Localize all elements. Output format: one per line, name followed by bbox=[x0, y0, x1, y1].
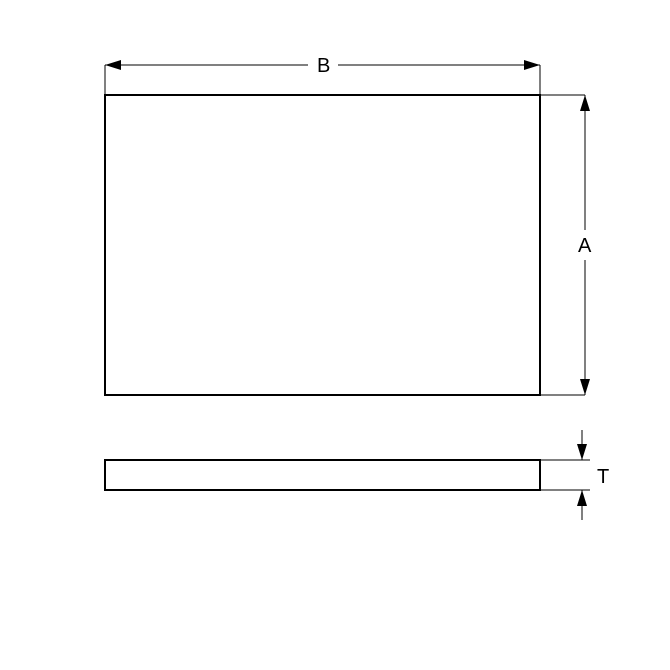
dim-t-label: T bbox=[597, 466, 609, 488]
arrowhead bbox=[577, 444, 587, 460]
arrowhead bbox=[580, 95, 590, 111]
dim-a-label: A bbox=[578, 235, 592, 257]
plan-rectangle bbox=[105, 95, 540, 395]
arrowhead bbox=[580, 379, 590, 395]
side-rectangle bbox=[105, 460, 540, 490]
arrowhead bbox=[577, 490, 587, 506]
arrowhead bbox=[524, 60, 540, 70]
dim-b-label: B bbox=[317, 55, 330, 77]
arrowhead bbox=[105, 60, 121, 70]
